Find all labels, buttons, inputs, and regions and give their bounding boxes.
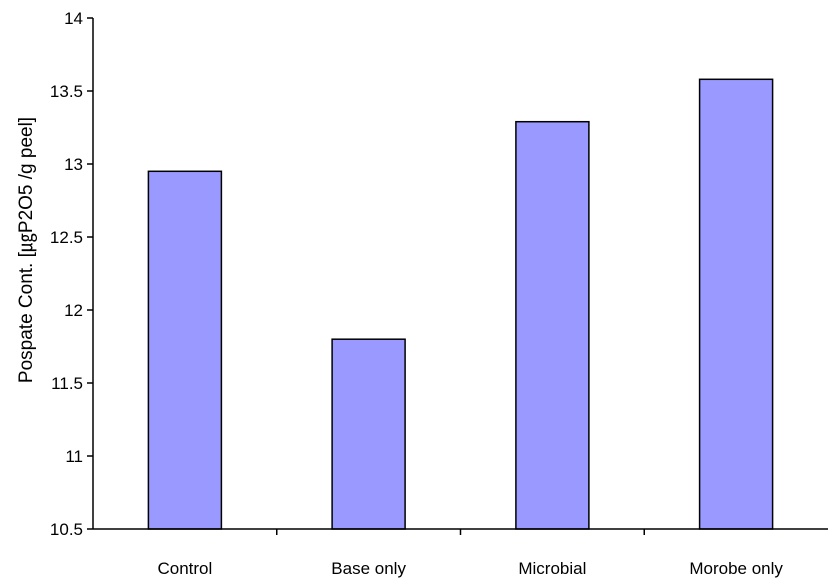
bar-morobe-only — [698, 78, 774, 530]
plot-area — [147, 78, 774, 530]
y-tick-label: 12 — [64, 301, 83, 320]
y-tick-label: 13 — [64, 155, 83, 174]
y-tick-label: 12.5 — [50, 228, 83, 247]
x-axis: Control Base only Microbial Morobe only — [93, 528, 828, 578]
bar-microbial — [515, 120, 590, 530]
x-tick-label: Base only — [331, 559, 406, 578]
x-tick-label: Morobe only — [689, 559, 783, 578]
x-tick-label: Control — [157, 559, 212, 578]
y-axis: 10.5 11 11.5 12 12.5 13 13.5 14 — [50, 9, 94, 539]
y-tick-label: 10.5 — [50, 520, 83, 539]
y-tick-label: 11 — [65, 447, 83, 466]
y-tick-label: 13.5 — [50, 82, 83, 101]
bar-base-only — [331, 338, 406, 530]
y-tick-label: 11.5 — [51, 374, 83, 393]
y-tick-label: 14 — [64, 9, 83, 28]
bar-control — [147, 170, 223, 530]
x-tick-label: Microbial — [518, 559, 586, 578]
y-axis-title: Pospate Cont. [㎍P2O5 /g peel] — [16, 117, 37, 383]
